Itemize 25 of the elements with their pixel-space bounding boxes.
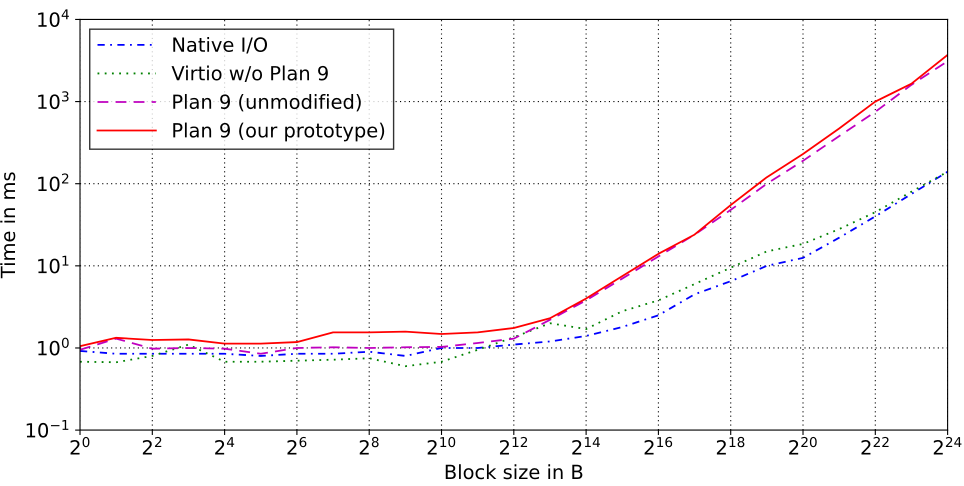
x-tick-label: 2$^{4}$ [215, 437, 234, 454]
x-tick-label: 2$^{14}$ [572, 437, 600, 454]
x-tick-label: 2$^{8}$ [360, 436, 379, 454]
legend-label: Virtio w/o Plan 9 [172, 65, 328, 82]
x-tick-label: 2$^{0}$ [70, 436, 90, 454]
y-tick-label: 10$^{−1}$ [26, 420, 68, 438]
x-axis-title: Block size in B [446, 464, 582, 480]
x-tick-label: 2$^{18}$ [716, 436, 744, 454]
legend-label: Native I/O [173, 36, 268, 54]
x-tick-label: 2$^{10}$ [428, 436, 456, 454]
y-tick-label: 10$^{3}$ [38, 91, 69, 110]
y-tick-label: 10$^{0}$ [38, 338, 69, 356]
legend-label: Plan 9 (unmodified) [173, 94, 361, 112]
y-tick-label: 10$^{4}$ [38, 9, 69, 27]
x-tick-label: 2$^{2}$ [142, 436, 162, 454]
legend-label: Plan 9 (our prototype) [173, 122, 384, 142]
x-tick-label: 2$^{24}$ [934, 436, 962, 454]
x-tick-label: 2$^{12}$ [500, 436, 528, 454]
y-tick-label: 10$^{2}$ [38, 173, 68, 192]
x-tick-label: 2$^{22}$ [861, 436, 889, 454]
x-tick-label: 2$^{20}$ [789, 436, 817, 454]
y-axis-title: Time in ms [0, 172, 16, 278]
x-tick-label: 2$^{6}$ [287, 436, 306, 454]
x-tick-label: 2$^{16}$ [644, 436, 672, 454]
y-tick-label: 10$^{1}$ [38, 256, 68, 274]
